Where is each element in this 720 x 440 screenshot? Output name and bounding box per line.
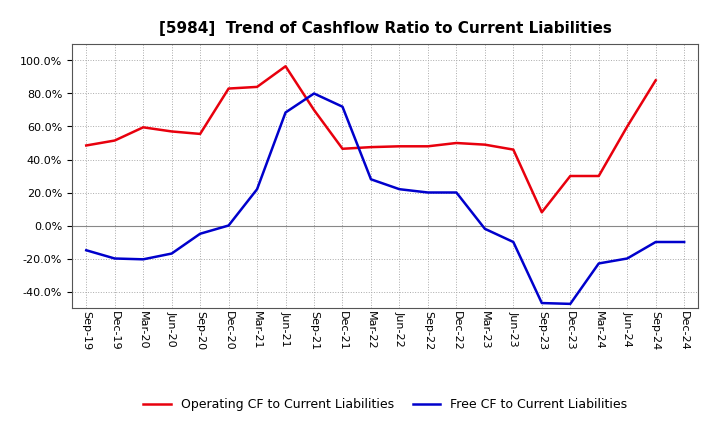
- Free CF to Current Liabilities: [423, 190, 432, 195]
- Operating CF to Current Liabilities: [395, 143, 404, 149]
- Operating CF to Current Liabilities: [566, 173, 575, 179]
- Free CF to Current Liabilities: [595, 261, 603, 266]
- Operating CF to Current Liabilities: [139, 125, 148, 130]
- Line: Operating CF to Current Liabilities: Operating CF to Current Liabilities: [86, 66, 656, 213]
- Operating CF to Current Liabilities: [196, 131, 204, 136]
- Free CF to Current Liabilities: [110, 256, 119, 261]
- Free CF to Current Liabilities: [82, 248, 91, 253]
- Operating CF to Current Liabilities: [167, 129, 176, 134]
- Free CF to Current Liabilities: [395, 187, 404, 192]
- Operating CF to Current Liabilities: [623, 124, 631, 129]
- Legend: Operating CF to Current Liabilities, Free CF to Current Liabilities: Operating CF to Current Liabilities, Fre…: [138, 393, 632, 416]
- Operating CF to Current Liabilities: [225, 86, 233, 91]
- Operating CF to Current Liabilities: [82, 143, 91, 148]
- Operating CF to Current Liabilities: [452, 140, 461, 146]
- Free CF to Current Liabilities: [509, 239, 518, 245]
- Free CF to Current Liabilities: [623, 256, 631, 261]
- Operating CF to Current Liabilities: [253, 84, 261, 90]
- Operating CF to Current Liabilities: [110, 138, 119, 143]
- Operating CF to Current Liabilities: [595, 173, 603, 179]
- Free CF to Current Liabilities: [680, 239, 688, 245]
- Title: [5984]  Trend of Cashflow Ratio to Current Liabilities: [5984] Trend of Cashflow Ratio to Curren…: [159, 21, 611, 36]
- Free CF to Current Liabilities: [253, 187, 261, 192]
- Free CF to Current Liabilities: [282, 110, 290, 115]
- Free CF to Current Liabilities: [196, 231, 204, 236]
- Operating CF to Current Liabilities: [282, 64, 290, 69]
- Free CF to Current Liabilities: [652, 239, 660, 245]
- Operating CF to Current Liabilities: [338, 146, 347, 151]
- Free CF to Current Liabilities: [225, 223, 233, 228]
- Operating CF to Current Liabilities: [652, 77, 660, 83]
- Operating CF to Current Liabilities: [537, 210, 546, 215]
- Free CF to Current Liabilities: [537, 301, 546, 306]
- Free CF to Current Liabilities: [310, 91, 318, 96]
- Free CF to Current Liabilities: [452, 190, 461, 195]
- Free CF to Current Liabilities: [366, 177, 375, 182]
- Operating CF to Current Liabilities: [480, 142, 489, 147]
- Free CF to Current Liabilities: [139, 257, 148, 262]
- Free CF to Current Liabilities: [167, 251, 176, 256]
- Operating CF to Current Liabilities: [509, 147, 518, 152]
- Line: Free CF to Current Liabilities: Free CF to Current Liabilities: [86, 94, 684, 304]
- Free CF to Current Liabilities: [338, 104, 347, 110]
- Free CF to Current Liabilities: [480, 226, 489, 231]
- Operating CF to Current Liabilities: [310, 107, 318, 113]
- Operating CF to Current Liabilities: [423, 143, 432, 149]
- Free CF to Current Liabilities: [566, 301, 575, 307]
- Operating CF to Current Liabilities: [366, 144, 375, 150]
